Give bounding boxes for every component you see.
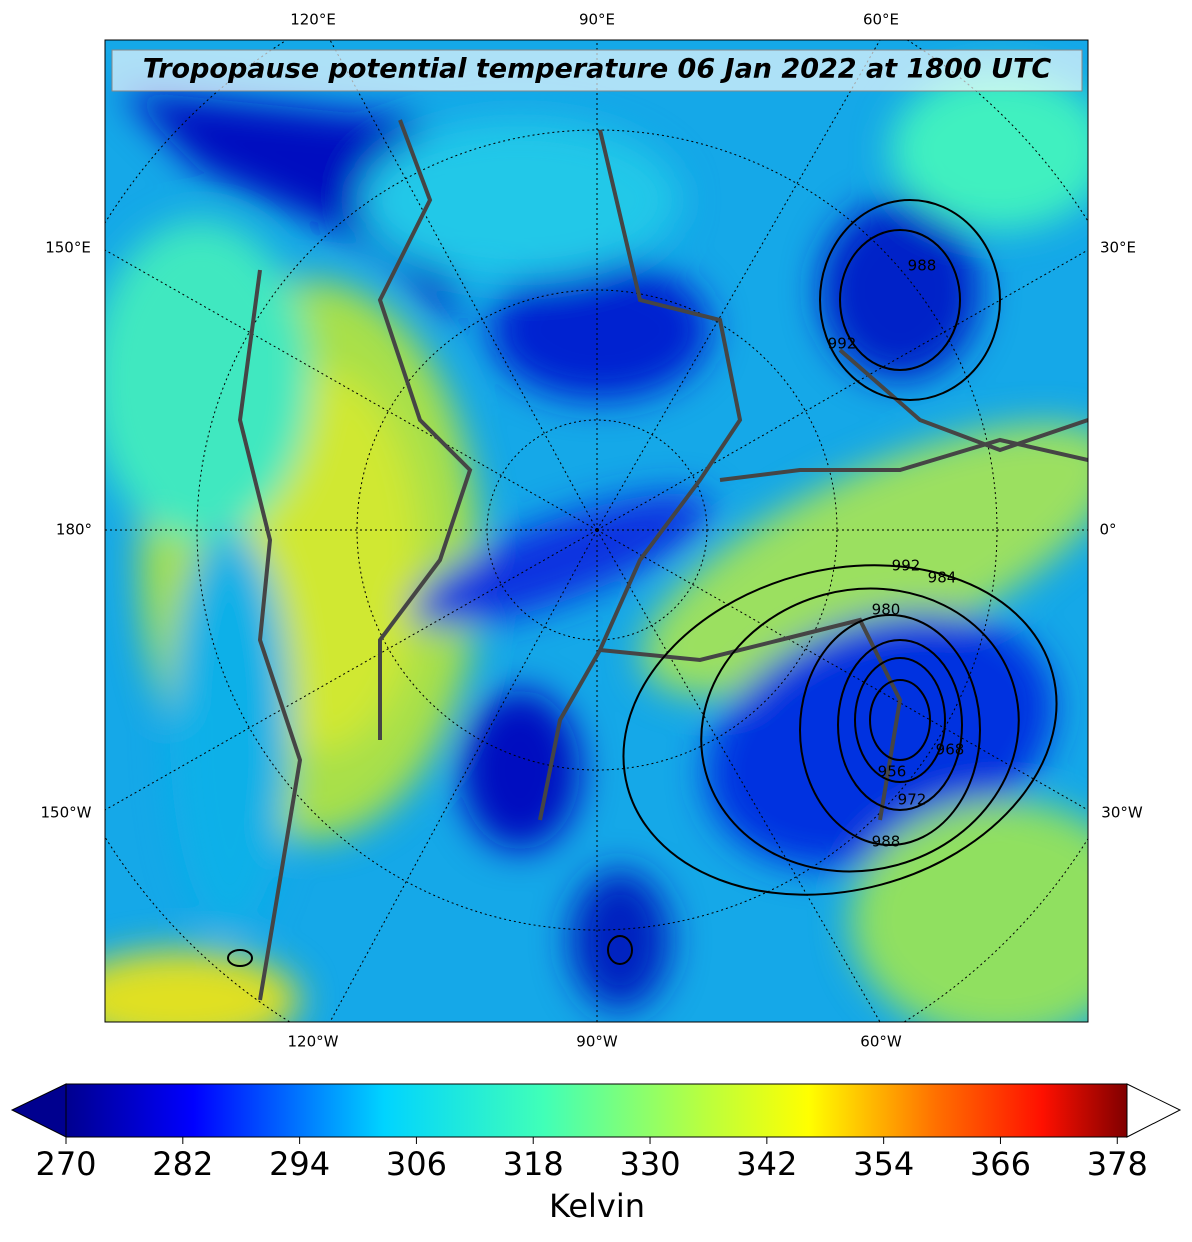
graticule xyxy=(105,40,1088,1022)
geo-label: 120°E xyxy=(290,11,336,29)
colorbar-label: Kelvin xyxy=(549,1187,645,1225)
contour-label: 992 xyxy=(828,335,857,353)
colorbar-tick-label: 330 xyxy=(619,1145,680,1183)
map-frame xyxy=(104,39,1089,1023)
geo-label: 60°E xyxy=(863,11,899,29)
coastlines xyxy=(237,119,1088,1001)
contour-label: 956 xyxy=(878,763,907,781)
geo-label: 60°W xyxy=(860,1033,902,1051)
colorbar-tick-label: 318 xyxy=(503,1145,564,1183)
contour-label: 984 xyxy=(928,569,957,587)
map-field xyxy=(105,40,1088,1022)
contour-label: 972 xyxy=(898,791,927,809)
contour-label: 980 xyxy=(872,601,901,619)
geo-label: 90°E xyxy=(579,11,615,29)
geo-label: 120°W xyxy=(288,1033,339,1051)
contour-label: 968 xyxy=(936,741,965,759)
colorbar-max-extend xyxy=(1126,1083,1182,1138)
colorbar-tick-label: 306 xyxy=(386,1145,447,1183)
geo-label: 30°E xyxy=(1100,239,1136,257)
colorbar-tick-label: 378 xyxy=(1087,1145,1148,1183)
geo-label: 0° xyxy=(1099,521,1116,539)
map-title: Tropopause potential temperature 06 Jan … xyxy=(143,54,1052,85)
contour-label: 988 xyxy=(872,833,901,851)
colorbar-tick-label: 282 xyxy=(152,1145,213,1183)
contour-label: 988 xyxy=(908,257,937,275)
colorbar-tick-label: 354 xyxy=(853,1145,914,1183)
contour-label: 992 xyxy=(892,557,921,575)
geo-label: 30°W xyxy=(1101,804,1143,822)
colorbar-tick-label: 270 xyxy=(35,1145,96,1183)
colorbar-min-extend xyxy=(10,1083,67,1138)
colorbar-tick-label: 294 xyxy=(269,1145,330,1183)
colorbar xyxy=(65,1083,1128,1138)
title-box xyxy=(111,49,1083,92)
pressure-contours xyxy=(227,199,1058,967)
geo-label: 150°W xyxy=(41,804,92,822)
colorbar-tick-label: 342 xyxy=(736,1145,797,1183)
geo-label: 150°E xyxy=(45,239,91,257)
colorbar-tick-label: 366 xyxy=(970,1145,1031,1183)
geo-label: 180° xyxy=(56,521,92,539)
geo-label: 90°W xyxy=(576,1033,618,1051)
